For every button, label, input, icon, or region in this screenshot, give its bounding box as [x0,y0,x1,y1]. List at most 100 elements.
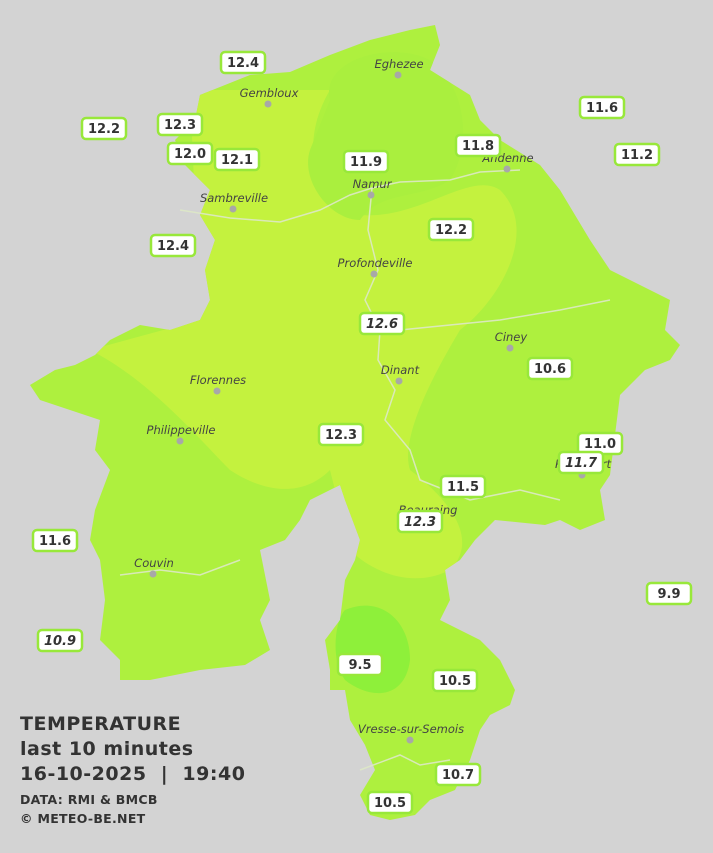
legend: TEMPERATURE last 10 minutes 16-10-2025 |… [20,713,245,826]
station: 12.2 [80,116,128,141]
station: 11.0 [576,431,624,456]
station-box [434,762,482,787]
river [119,559,241,576]
station-value: 11.7 [565,456,598,471]
zone [308,52,464,221]
station-box [342,149,390,174]
station-value: 12.6 [366,317,398,332]
station: 12.6 [358,311,406,336]
station-value: 11.6 [586,101,618,116]
station: 11.9 [342,149,390,174]
station-value: 11.0 [584,437,616,452]
station-box [31,528,79,553]
city-dot [370,270,378,278]
station-value: 9.5 [348,658,371,673]
station: 10.7 [434,762,482,787]
city-dot [367,191,375,199]
city-label: Florennes [190,373,246,387]
station: 12.1 [213,147,261,172]
station-value: 11.2 [621,148,653,163]
station-value: 12.1 [221,153,253,168]
station: 10.5 [366,790,414,815]
legend-timestamp: 16-10-2025 | 19:40 [20,763,245,785]
station-value: 12.3 [164,118,196,133]
station-value: 12.2 [435,223,467,238]
city-dot [149,570,157,578]
station-value: 12.3 [404,515,436,530]
city-dot [176,437,184,445]
legend-period: last 10 minutes [20,738,194,760]
city-dot [506,344,514,352]
station: 12.3 [156,112,204,137]
station-box [454,133,502,158]
station: 11.5 [439,474,487,499]
station-value: 9.9 [657,587,680,602]
station: 12.3 [317,422,365,447]
station-box [439,474,487,499]
station-box [219,50,267,75]
station-box [80,116,128,141]
station: 10.6 [526,356,574,381]
station-box [427,217,475,242]
city-dot [264,100,272,108]
station-box [578,95,626,120]
station-box [213,147,261,172]
station: 11.6 [31,528,79,553]
station: 11.6 [578,95,626,120]
station-value: 12.4 [157,239,189,254]
station: 12.4 [149,233,197,258]
station-value: 10.6 [534,362,566,377]
station-box [358,311,406,336]
station-box [336,652,384,677]
station-box [156,112,204,137]
city-label: Philippeville [147,423,216,437]
station-box [613,142,661,167]
station: 11.7 [557,450,605,475]
station-value: 12.0 [174,147,206,162]
river [364,187,561,501]
legend-credit: © METEO-BE.NET [20,811,146,826]
stations: 12.4 12.2 12.3 12.0 12.1 11.9 11.8 11.6 11.2 12.4… [31,50,693,815]
city-label: Ciney [495,330,528,344]
station-value: 12.4 [227,56,259,71]
station-box [366,790,414,815]
river [359,754,451,771]
station-box [317,422,365,447]
river [399,299,611,331]
station: 10.5 [431,668,479,693]
station-box [645,581,693,606]
station-value: 10.5 [439,674,471,689]
station-value: 10.7 [442,768,474,783]
station-box [36,628,84,653]
station-box [149,233,197,258]
city-label: Vresse-sur-Semois [358,722,464,736]
station-value: 12.3 [325,428,357,443]
station-value: 11.6 [39,534,71,549]
station-box [431,668,479,693]
station: 9.5 [336,652,384,677]
station-value: 12.2 [88,122,120,137]
legend-title: TEMPERATURE [20,713,181,735]
city-label: Gembloux [240,86,299,100]
river [179,169,521,223]
station: 12.2 [427,217,475,242]
station: 11.8 [454,133,502,158]
city-label: Eghezee [374,57,423,71]
station-box [396,509,444,534]
station-box [526,356,574,381]
station-value: 11.8 [462,139,494,154]
station-box [166,141,214,166]
station-box [557,450,605,475]
legend-source: DATA: RMI & BMCB [20,792,158,807]
station: 12.3 [396,509,444,534]
city-dot [229,205,237,213]
station-value: 10.5 [374,796,406,811]
city-dot [213,387,221,395]
city-label: Couvin [134,556,174,570]
city-dot [503,165,511,173]
station: 11.2 [613,142,661,167]
station: 12.0 [166,141,214,166]
city-dot [406,736,414,744]
station: 10.9 [36,628,84,653]
